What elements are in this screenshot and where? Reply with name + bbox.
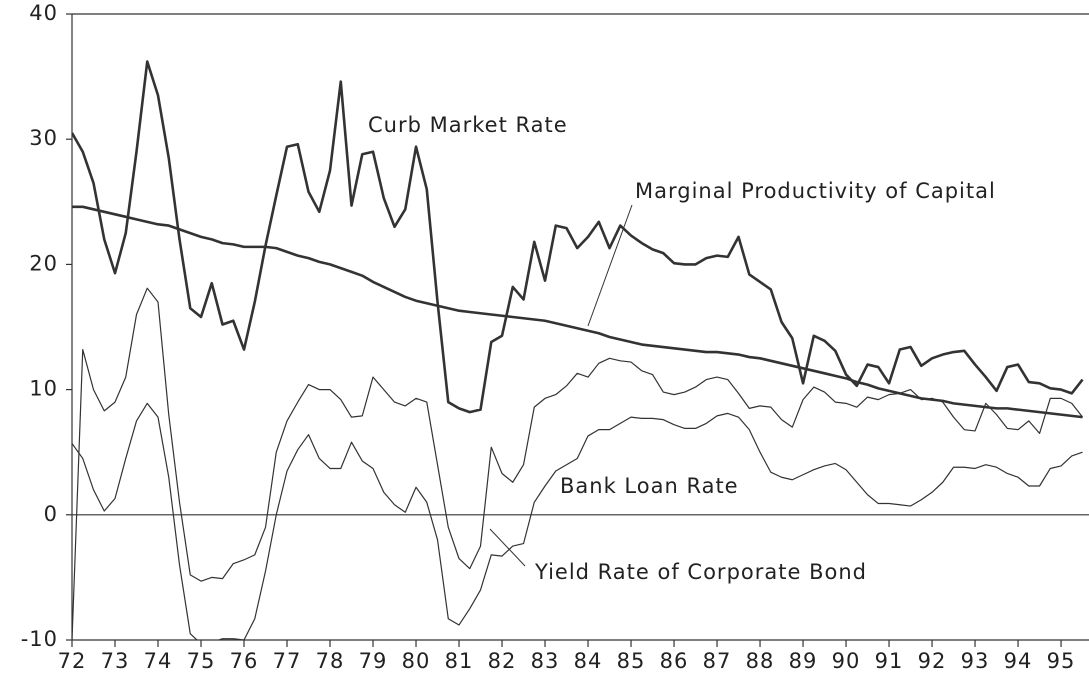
x-tick-label: 84: [574, 649, 603, 673]
series-group: [72, 205, 1083, 419]
x-tick-label: 94: [1004, 649, 1033, 673]
bank-label: Bank Loan Rate: [560, 474, 739, 498]
x-tick-label: 90: [832, 649, 861, 673]
mpk-label: Marginal Productivity of Capital: [635, 179, 996, 203]
x-tick-label: 86: [660, 649, 689, 673]
x-tick-label: 79: [359, 649, 388, 673]
x-tick-label: 73: [101, 649, 130, 673]
series-line: [72, 402, 1083, 640]
x-tick-label: 78: [316, 649, 345, 673]
x-tick-label: 83: [531, 649, 560, 673]
leader-line: [587, 204, 633, 327]
series-line: [72, 60, 1084, 414]
x-tick-label: 93: [961, 649, 990, 673]
x-tick-label: 81: [445, 649, 474, 673]
y-tick-label: 20: [29, 251, 58, 275]
bond-label: Yield Rate of Corporate Bond: [534, 560, 867, 584]
series-group: [72, 402, 1083, 640]
series-line: [72, 287, 1084, 640]
x-tick-label: 95: [1047, 649, 1076, 673]
x-tick-label: 82: [488, 649, 517, 673]
series-group: [72, 60, 1084, 414]
y-tick-label: -10: [21, 627, 58, 651]
y-tick-label: 0: [44, 502, 58, 526]
x-tick-label: 74: [144, 649, 173, 673]
series-line: [72, 205, 1083, 419]
series-group: [72, 287, 1084, 640]
y-tick-label: 40: [29, 1, 58, 25]
y-tick-label: 10: [29, 377, 58, 401]
x-tick-label: 77: [273, 649, 302, 673]
x-tick-label: 75: [187, 649, 216, 673]
x-tick-label: 80: [402, 649, 431, 673]
x-tick-label: 91: [875, 649, 904, 673]
x-tick-label: 76: [230, 649, 259, 673]
y-tick-label: 30: [29, 126, 58, 150]
leader-line: [489, 528, 526, 567]
curb-label: Curb Market Rate: [368, 113, 568, 137]
x-tick-label: 87: [703, 649, 732, 673]
x-tick-label: 85: [617, 649, 646, 673]
x-tick-label: 92: [918, 649, 947, 673]
x-tick-label: 72: [58, 649, 87, 673]
x-tick-label: 88: [746, 649, 775, 673]
x-tick-label: 89: [789, 649, 818, 673]
